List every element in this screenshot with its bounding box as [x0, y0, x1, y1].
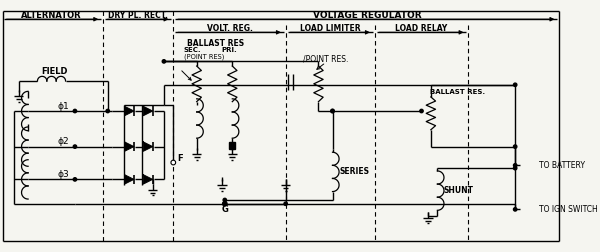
Text: ϕ3: ϕ3: [58, 170, 70, 179]
Circle shape: [331, 109, 334, 113]
Circle shape: [514, 167, 517, 170]
Text: ALTERNATOR: ALTERNATOR: [21, 11, 82, 20]
Text: LOAD LIMITER: LOAD LIMITER: [301, 24, 361, 33]
Text: SEC.: SEC.: [183, 47, 201, 53]
Polygon shape: [125, 175, 134, 184]
Circle shape: [420, 109, 423, 113]
Circle shape: [514, 83, 517, 86]
FancyBboxPatch shape: [229, 142, 235, 149]
Text: SHUNT: SHUNT: [444, 186, 474, 195]
Text: F: F: [177, 154, 182, 163]
Text: TO BATTERY: TO BATTERY: [539, 161, 584, 170]
Polygon shape: [143, 175, 152, 184]
Text: TO IGN SWITCH: TO IGN SWITCH: [539, 205, 598, 214]
Text: ϕ1: ϕ1: [58, 102, 70, 111]
Text: PRI.: PRI.: [221, 47, 238, 53]
Text: BALLAST RES: BALLAST RES: [187, 39, 244, 48]
Text: SERIES: SERIES: [339, 167, 369, 176]
Polygon shape: [125, 142, 134, 151]
Text: /POINT RES.: /POINT RES.: [303, 55, 349, 64]
Circle shape: [284, 202, 287, 205]
Polygon shape: [143, 142, 152, 151]
Circle shape: [223, 198, 226, 202]
Text: (POINT RES): (POINT RES): [184, 53, 224, 60]
Circle shape: [73, 145, 77, 148]
Circle shape: [223, 201, 227, 206]
Text: G: G: [221, 205, 228, 214]
Circle shape: [514, 145, 517, 148]
Text: BALLAST RES.: BALLAST RES.: [430, 89, 485, 95]
Polygon shape: [143, 106, 152, 116]
Text: VOLTAGE REGULATOR: VOLTAGE REGULATOR: [313, 11, 421, 20]
Polygon shape: [125, 106, 134, 116]
Text: VOLT. REG.: VOLT. REG.: [206, 24, 253, 33]
Text: DRY PL. RECT.: DRY PL. RECT.: [108, 11, 167, 20]
Circle shape: [106, 109, 109, 113]
Text: FIELD: FIELD: [41, 67, 68, 76]
Circle shape: [73, 178, 77, 181]
Circle shape: [514, 208, 517, 211]
Circle shape: [223, 202, 226, 205]
Circle shape: [162, 60, 166, 63]
Text: ϕ2: ϕ2: [58, 137, 70, 146]
Circle shape: [514, 164, 517, 167]
Circle shape: [171, 160, 176, 165]
Circle shape: [73, 109, 77, 113]
Circle shape: [331, 109, 334, 113]
Text: LOAD RELAY: LOAD RELAY: [395, 24, 448, 33]
